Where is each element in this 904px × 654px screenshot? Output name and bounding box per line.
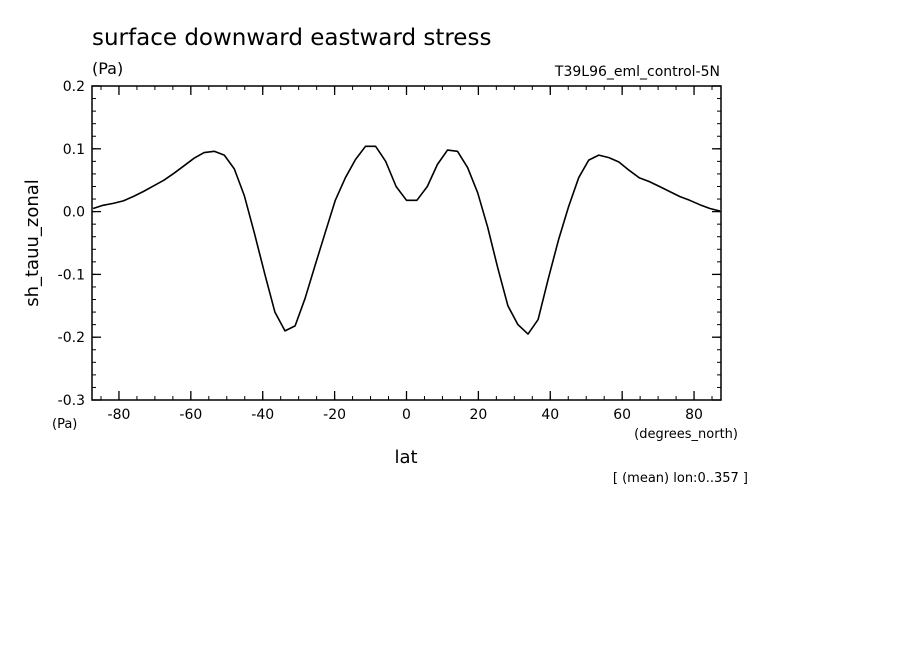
y-axis: -0.3 -0.2 -0.1 0.0 0.1 0.2: [58, 79, 721, 409]
x-tick-label: 40: [541, 407, 559, 423]
x-tick-label: 80: [685, 407, 703, 423]
x-tick-label: 0: [402, 407, 411, 423]
x-axis-units: (degrees_north): [634, 427, 738, 442]
plot-frame: [91, 85, 722, 401]
footnote: [ (mean) lon:0..357 ]: [613, 471, 748, 486]
x-axis-label: lat: [394, 447, 417, 468]
y-tick-label: -0.1: [58, 267, 85, 283]
run-label: T39L96_eml_control-5N: [554, 64, 720, 80]
y-tick-label: 0.2: [63, 79, 85, 95]
x-tick-label: -60: [179, 407, 202, 423]
x-axis: -80 -60 -40 -20 0 20 40 60 80: [100, 86, 713, 423]
x-tick-label: 60: [613, 407, 631, 423]
x-tick-label: 20: [469, 407, 487, 423]
plot-area: -0.3 -0.2 -0.1 0.0 0.1 0.2 -80 -60 -40 -20 0 20 40 6…: [58, 79, 722, 423]
x-tick-label: -20: [323, 407, 346, 423]
y-axis-label: sh_tauu_zonal: [22, 179, 43, 307]
y-axis-units: (Pa): [52, 417, 77, 432]
chart-units-label: (Pa): [92, 59, 123, 78]
x-tick-label: -80: [108, 407, 131, 423]
y-tick-label: 0.1: [63, 142, 85, 158]
x-tick-label: -40: [251, 407, 274, 423]
y-tick-label: 0.0: [63, 205, 85, 221]
y-tick-label: -0.3: [58, 393, 85, 409]
chart-title: surface downward eastward stress: [92, 25, 491, 51]
y-tick-label: -0.2: [58, 330, 85, 346]
series-line: [92, 145, 721, 335]
